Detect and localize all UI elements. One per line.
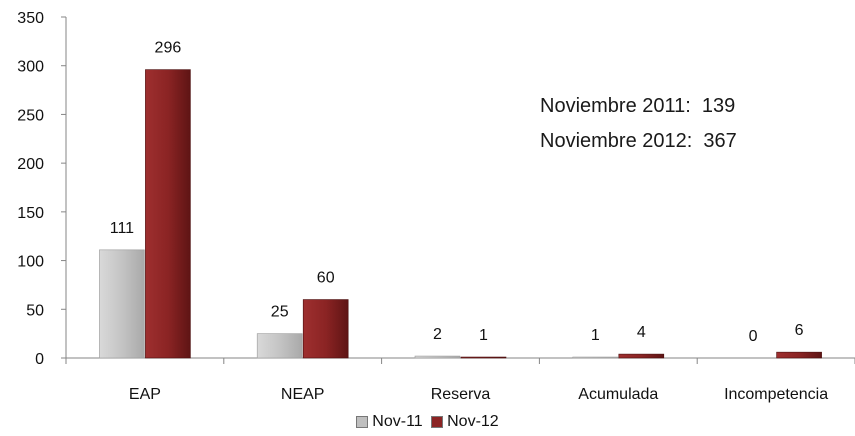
x-tick-label: NEAP xyxy=(281,386,325,403)
x-tick-label: Reserva xyxy=(431,386,491,403)
legend-swatch-nov-12 xyxy=(431,416,444,428)
bar-nov-12-incompetencia xyxy=(776,351,822,359)
bar-nov-12-eap xyxy=(145,69,191,359)
y-tick-label: 0 xyxy=(35,351,44,368)
legend-label-nov-11: Nov-11 xyxy=(372,413,423,430)
y-tick-label: 300 xyxy=(17,59,44,76)
x-tick-label: Incompetencia xyxy=(724,386,828,403)
bar-nov-12-reserva xyxy=(460,356,507,359)
data-label: 296 xyxy=(155,40,182,57)
y-tick-label: 50 xyxy=(26,302,44,319)
x-tick-label: EAP xyxy=(129,386,161,403)
legend-item-nov-12: Nov-12 xyxy=(431,413,499,431)
y-tick-label: 200 xyxy=(17,156,44,173)
bar-nov-11-reserva xyxy=(414,355,461,359)
legend-item-nov-11: Nov-11 xyxy=(356,413,423,431)
data-label: 1 xyxy=(479,327,488,344)
bars xyxy=(99,69,822,359)
data-label: 111 xyxy=(110,220,134,237)
annotation-2012: Noviembre 2012: 367 xyxy=(540,130,737,152)
data-label: 25 xyxy=(271,304,289,321)
data-label: 4 xyxy=(637,324,646,341)
bar-nov-12-acumulada xyxy=(618,353,665,359)
data-label: 2 xyxy=(433,326,442,343)
data-label: 6 xyxy=(795,322,804,339)
legend-label-nov-12: Nov-12 xyxy=(447,413,499,430)
data-labels: 111 296 25 60 2 1 1 4 0 6 xyxy=(110,40,804,345)
legend: Nov-11 Nov-12 xyxy=(0,413,855,433)
y-tick-label: 250 xyxy=(17,107,44,124)
data-label: 1 xyxy=(591,327,600,344)
y-tick-label: 100 xyxy=(17,254,44,271)
bar-nov-11-eap xyxy=(99,249,145,359)
legend-swatch-nov-11 xyxy=(356,416,369,428)
bar-nov-11-acumulada xyxy=(572,356,619,359)
data-label: 0 xyxy=(749,328,758,345)
x-tick-label: Acumulada xyxy=(578,386,658,403)
data-label: 60 xyxy=(317,270,335,287)
bar-nov-11-neap xyxy=(256,333,303,359)
y-tick-label: 350 xyxy=(17,10,44,27)
annotation-2011: Noviembre 2011: 139 xyxy=(540,95,736,117)
y-tick-label: 150 xyxy=(17,205,44,222)
bar-nov-12-neap xyxy=(302,299,349,359)
